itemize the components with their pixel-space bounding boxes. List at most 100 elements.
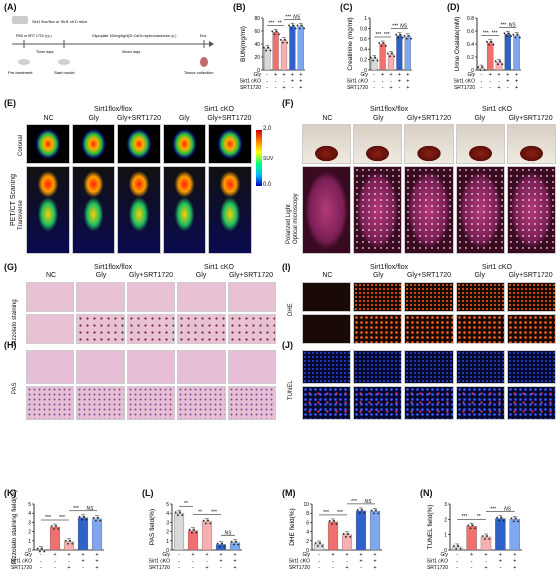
data-point xyxy=(188,528,191,531)
y-tick-label: 0.2 xyxy=(467,55,474,61)
treatment-sign: - xyxy=(54,559,56,565)
treatment-sign: - xyxy=(318,559,320,565)
treatment-sign: - xyxy=(489,85,491,91)
data-point xyxy=(179,511,181,514)
column-header: Gly+SRT1720 xyxy=(207,115,252,122)
significance-label: *** xyxy=(461,514,467,520)
panel-label-h: (H) xyxy=(4,340,17,350)
treatment-sign: + xyxy=(373,565,376,571)
chart-n: 0 1 2 3 TUNEL field(%) *** ** *** NS Gly - + + + + Sirt… xyxy=(420,490,558,576)
treatment-sign: + xyxy=(282,85,285,91)
kidney-gross-image xyxy=(506,124,556,164)
column-header: Gly xyxy=(88,115,100,122)
pas-lowmag-image xyxy=(76,350,125,384)
treatment-sign: - xyxy=(40,559,42,565)
data-point xyxy=(363,512,366,514)
panel-e: Sirt1flox/flox Sirt1 cKO NC Gly Gly+SRT172… xyxy=(4,106,276,256)
dhe-highmag-image xyxy=(455,314,505,344)
data-point xyxy=(177,514,179,517)
treatment-row-label: Sirt1 cKO xyxy=(454,79,476,85)
data-point xyxy=(471,524,474,527)
treatment-sign: + xyxy=(484,552,487,558)
column-header: Gly+SRT1720 xyxy=(128,272,174,279)
pas-highmag-image xyxy=(26,386,75,420)
significance-label: *** xyxy=(492,31,498,37)
pas-lowmag-image xyxy=(227,350,276,384)
panel-label-a: (A) xyxy=(4,2,17,12)
treatment-sign: - xyxy=(456,559,458,565)
column-header: NC xyxy=(43,115,54,122)
side-label-polarized: Polarized Light Optical microscopy xyxy=(286,193,299,244)
significance-label: NS xyxy=(293,14,301,20)
data-point xyxy=(235,540,237,543)
y-tick-label: 0 xyxy=(444,548,447,554)
treatment-sign: - xyxy=(471,565,473,571)
bar xyxy=(371,58,378,71)
treatment-sign: - xyxy=(360,565,362,571)
panel-j: TUNEL xyxy=(282,350,558,422)
step-1: Start model xyxy=(54,70,75,75)
significance-label: ** xyxy=(477,514,481,520)
significance-label: NS xyxy=(509,22,517,28)
y-tick-label: 2 xyxy=(166,530,169,536)
mouse-label: Sirt1 flox/flox or Sirt1 cKO mice xyxy=(32,19,88,24)
data-point xyxy=(399,33,402,36)
treatment-sign: + xyxy=(513,552,516,558)
pas-highmag-image xyxy=(177,386,226,420)
treatment-sign: + xyxy=(282,72,285,78)
data-point xyxy=(69,539,71,542)
data-point xyxy=(209,522,212,525)
panel-label-d: (D) xyxy=(447,2,460,12)
side-label-pet: PET/CT Scaning xyxy=(10,173,17,226)
step-2: Tissue collection xyxy=(184,70,213,75)
column-header: Gly+SRT1720 xyxy=(406,272,452,279)
treatment-sign: + xyxy=(389,85,392,91)
treatment-sign: - xyxy=(346,559,348,565)
data-point xyxy=(370,56,372,59)
bar xyxy=(229,542,241,551)
y-axis-label: Creatinine (mg/ml) xyxy=(347,17,354,70)
data-point xyxy=(207,519,209,522)
y-tick-label: 0 xyxy=(471,68,474,74)
data-point xyxy=(469,527,472,530)
column-header: Gly xyxy=(474,272,486,279)
tunel-highmag-image xyxy=(404,386,454,420)
data-point xyxy=(265,49,267,52)
treatment-sign: - xyxy=(480,79,482,85)
significance-label: *** xyxy=(73,506,79,512)
treatment-sign: + xyxy=(299,72,302,78)
data-point xyxy=(317,545,319,547)
treatment-sign: + xyxy=(515,79,518,85)
data-point xyxy=(39,550,41,553)
treatment-sign: + xyxy=(497,85,500,91)
bar xyxy=(173,513,185,551)
significance-label: ** xyxy=(278,20,282,26)
data-point xyxy=(397,36,400,39)
y-tick-label: 80 xyxy=(254,16,260,22)
treatment-row-label: SRT1720 xyxy=(347,85,368,91)
treatment-sign: + xyxy=(205,552,208,558)
tunel-highmag-image xyxy=(353,386,403,420)
side-label-pizzolato: Pizzolato staining xyxy=(12,299,18,346)
timeline-label-1: Glyoxylate 100mg/kg/d(Or CaOx nephrocalc… xyxy=(92,34,176,38)
panel-label-m: (M) xyxy=(282,488,296,498)
bar xyxy=(289,26,296,71)
data-point xyxy=(488,43,490,46)
y-tick-label: 10 xyxy=(303,502,309,508)
timeline-label-0: PBS or SRT 1720 (i.p.) xyxy=(16,34,52,38)
treatment-sign: - xyxy=(332,559,334,565)
pet-coronal-image xyxy=(162,124,207,164)
significance-label: *** xyxy=(483,31,489,37)
treatment-sign: + xyxy=(513,565,516,571)
column-header: Gly xyxy=(178,115,190,122)
panel-label-l: (L) xyxy=(142,488,154,498)
y-tick-label: 40 xyxy=(254,42,260,48)
dhe-lowmag-image xyxy=(302,282,352,312)
data-point xyxy=(408,34,410,37)
kidney-gross-image xyxy=(455,124,505,164)
treatment-sign: + xyxy=(299,79,302,85)
pas-lowmag-image xyxy=(126,350,176,384)
timeline-arrow xyxy=(209,41,214,47)
treatment-sign: - xyxy=(275,85,277,91)
data-point xyxy=(382,42,385,44)
